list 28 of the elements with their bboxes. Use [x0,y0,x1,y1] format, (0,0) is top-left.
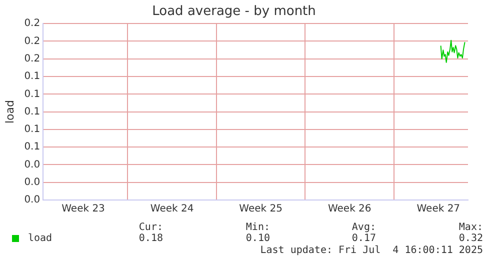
y-tick-label: 0.1 [24,88,40,100]
x-tick-label: Week 23 [62,204,105,215]
text: Max: [458,222,483,233]
x-tick-label: Week 26 [328,204,372,215]
y-tick-label: 0.1 [24,124,40,136]
y-tick-label: 0.1 [24,142,40,153]
text: 0.17 [352,233,376,244]
y-tick-label: 0.1 [24,71,40,82]
y-tick-label: 0.1 [24,106,40,118]
text: Cur: [138,222,163,233]
y-tick-label: 0.0 [24,194,40,206]
x-tick-label: Week 25 [239,204,282,215]
x-tick-label: Week 27 [416,204,460,215]
chart-title: Load average - by month [152,4,316,20]
legend-label: load [28,233,52,244]
text: 0.10 [246,233,270,244]
text: Min: [246,222,270,233]
y-tick-label: 0.2 [24,36,40,47]
y-tick-label: 0.0 [24,159,40,170]
x-tick-label: Week 24 [150,204,194,215]
y-tick-label: 0.2 [24,53,40,64]
y-tick-label: 0.2 [24,18,40,30]
text: Last update: Fri Jul 4 16:00:11 2025 [260,245,483,256]
y-tick-label: 0.0 [24,176,40,188]
y-axis-title: load [3,100,16,124]
text: Avg: [352,222,376,233]
text: 0.32 [458,233,483,244]
text: 0.18 [138,233,163,244]
